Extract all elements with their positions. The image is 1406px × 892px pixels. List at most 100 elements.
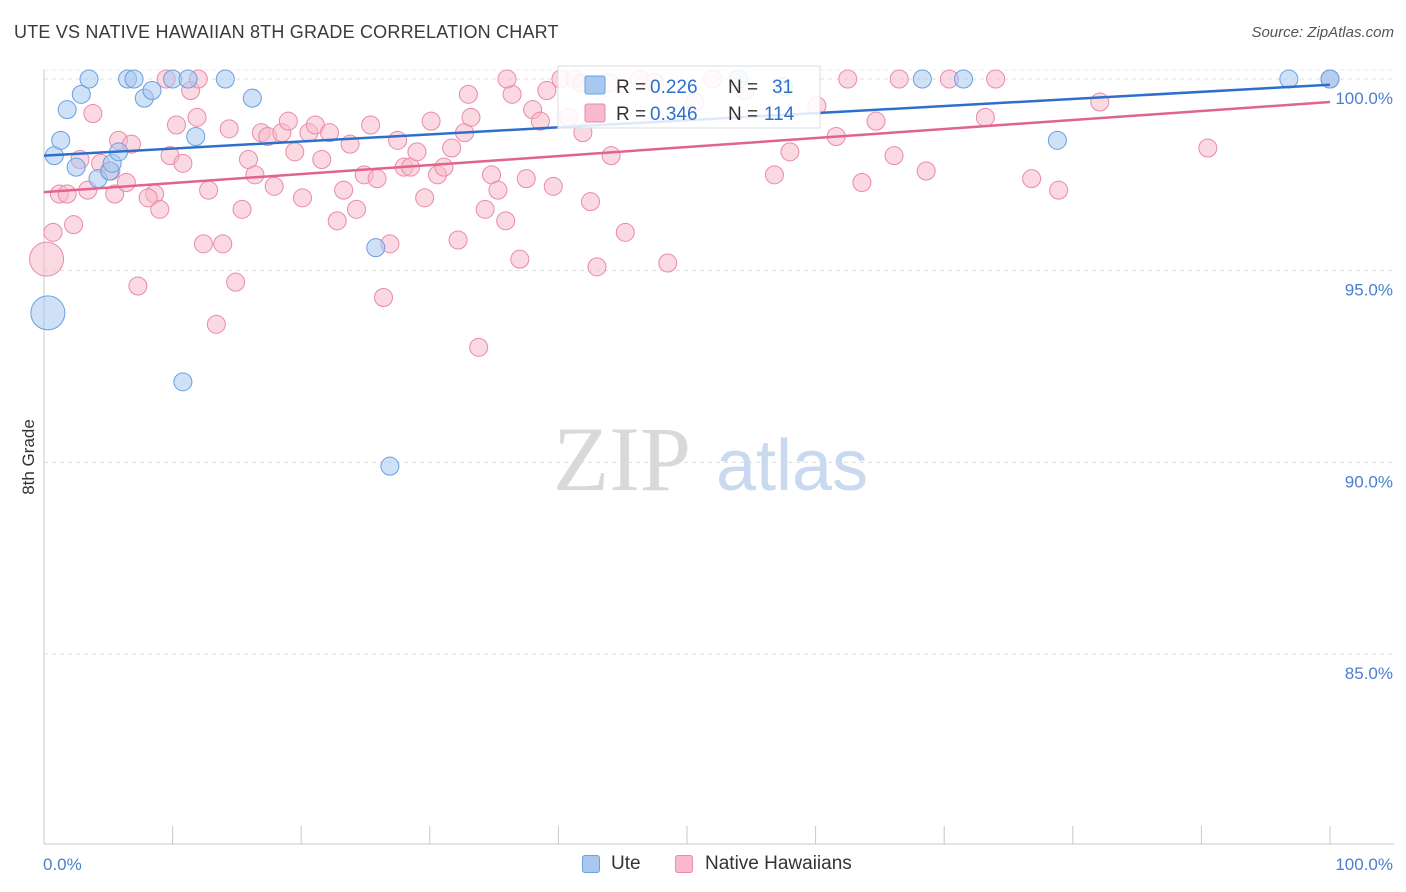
native-hawaiian-point — [278, 111, 298, 131]
native-hawaiian-point — [496, 211, 516, 231]
native-hawaiian-point — [116, 173, 136, 192]
x-tick-label-max: 100.0% — [1335, 855, 1393, 874]
stats-ute-swatch — [584, 75, 606, 95]
native-hawaiian-point — [57, 184, 77, 204]
native-hawaiian-point — [852, 173, 872, 192]
stats-ute-n-value: 31 — [772, 77, 793, 98]
x-ticks — [43, 826, 1331, 844]
ute-point — [366, 238, 386, 258]
native-hawaiian-point — [510, 249, 530, 269]
native-hawaiian-point — [206, 314, 226, 334]
stats-ute-r-label: R = — [616, 77, 651, 98]
native-hawaiian-point — [232, 199, 252, 219]
stats-nh-n-value: 114 — [764, 104, 795, 125]
native-hawaiian-point — [764, 165, 784, 185]
ute-point — [380, 456, 400, 476]
native-hawaiian-point — [292, 188, 312, 208]
native-hawaiian-point — [245, 165, 265, 185]
native-hawaiian-point — [543, 176, 563, 196]
native-hawaiian-point — [173, 153, 193, 173]
ute-point — [142, 81, 162, 100]
y-tick-label: 95.0% — [1345, 281, 1393, 300]
ute-point — [79, 69, 99, 89]
ute-point — [912, 69, 932, 89]
stats-nh-r-label: R = — [616, 104, 651, 125]
native-hawaiian-point — [421, 111, 441, 131]
native-hawaiian-point — [187, 107, 207, 127]
watermark-zip: ZIP — [553, 408, 691, 510]
native-hawaiian-point — [361, 115, 381, 135]
stats-ute-n-label: N = — [728, 77, 763, 98]
native-hawaiian-point — [327, 211, 347, 231]
native-hawaiian-point — [442, 138, 462, 158]
native-hawaiian-point — [105, 184, 125, 204]
native-hawaiian-point — [150, 199, 170, 219]
legend-ute-swatch — [582, 855, 600, 873]
native-hawaiian-point — [488, 180, 508, 200]
ute-point — [124, 69, 144, 89]
native-hawaiian-point — [530, 111, 550, 131]
native-hawaiian-point — [346, 199, 366, 219]
native-hawaiian-point — [138, 188, 158, 208]
ute-point — [57, 100, 77, 120]
chart-title: UTE VS NATIVE HAWAIIAN 8TH GRADE CORRELA… — [14, 22, 559, 42]
legend-nh-swatch — [675, 855, 693, 873]
native-hawaiian-point — [497, 69, 517, 89]
native-hawaiian-point — [615, 222, 635, 242]
native-hawaiian-point — [838, 69, 858, 89]
ute-point — [1047, 130, 1067, 150]
native-hawaiian-point — [516, 169, 536, 189]
ute-point — [66, 157, 86, 177]
axes — [43, 70, 1394, 845]
native-hawaiian-point — [434, 157, 454, 177]
native-hawaiian-point — [458, 84, 478, 104]
legend-nh-label: Native Hawaiians — [705, 853, 852, 874]
native-hawaiian-point — [319, 123, 339, 143]
ute-point — [178, 69, 198, 89]
ute-point — [953, 69, 973, 89]
native-hawaiians-trend-line — [43, 100, 1331, 194]
native-hawaiian-point — [166, 115, 186, 135]
native-hawaiian-point — [29, 241, 65, 277]
x-tick-label-min: 0.0% — [43, 855, 82, 874]
stats-nh-r-value: 0.346 — [650, 104, 698, 125]
native-hawaiian-point — [658, 253, 678, 273]
chart-source: Source: ZipAtlas.com — [1251, 24, 1394, 41]
ute-point — [30, 295, 66, 331]
native-hawaiian-point — [334, 180, 354, 200]
native-hawaiian-point — [219, 119, 239, 139]
native-hawaiian-point — [448, 230, 468, 250]
native-hawaiian-point — [199, 180, 219, 200]
native-hawaiian-point — [916, 161, 936, 181]
native-hawaiian-point — [1090, 92, 1110, 112]
native-hawaiian-point — [780, 142, 800, 162]
stats-nh-swatch — [584, 103, 606, 123]
native-hawaiian-point — [312, 150, 332, 169]
ute-point — [71, 84, 91, 104]
native-hawaiian-point — [388, 130, 408, 150]
native-hawaiian-point — [128, 276, 148, 296]
stats-ute-r-value: 0.226 — [650, 77, 698, 98]
native-hawaiian-point — [581, 192, 601, 212]
ute-point — [1320, 69, 1340, 89]
watermark-atlas: atlas — [716, 426, 868, 506]
native-hawaiian-point — [1022, 169, 1042, 189]
native-hawaiian-point — [64, 215, 84, 235]
native-hawaiian-point — [587, 257, 607, 277]
stats-nh-n-label: N = — [728, 104, 763, 125]
native-hawaiian-point — [193, 234, 213, 254]
y-tick-label: 90.0% — [1345, 472, 1393, 491]
ute-point — [1279, 69, 1299, 89]
ute-point — [186, 127, 206, 146]
native-hawaiian-point — [475, 199, 495, 219]
native-hawaiian-point — [415, 188, 435, 208]
ute-point — [242, 88, 262, 108]
y-tick-label: 85.0% — [1345, 664, 1393, 683]
native-hawaiian-point — [601, 146, 621, 166]
stats-legend: R = 0.226 N = 31 R = 0.346 N = 114 — [557, 65, 821, 129]
native-hawaiian-point — [407, 142, 427, 162]
native-hawaiian-point — [367, 169, 387, 189]
y-tick-label: 100.0% — [1335, 89, 1393, 108]
native-hawaiian-point — [461, 107, 481, 127]
native-hawaiian-point — [264, 176, 284, 196]
